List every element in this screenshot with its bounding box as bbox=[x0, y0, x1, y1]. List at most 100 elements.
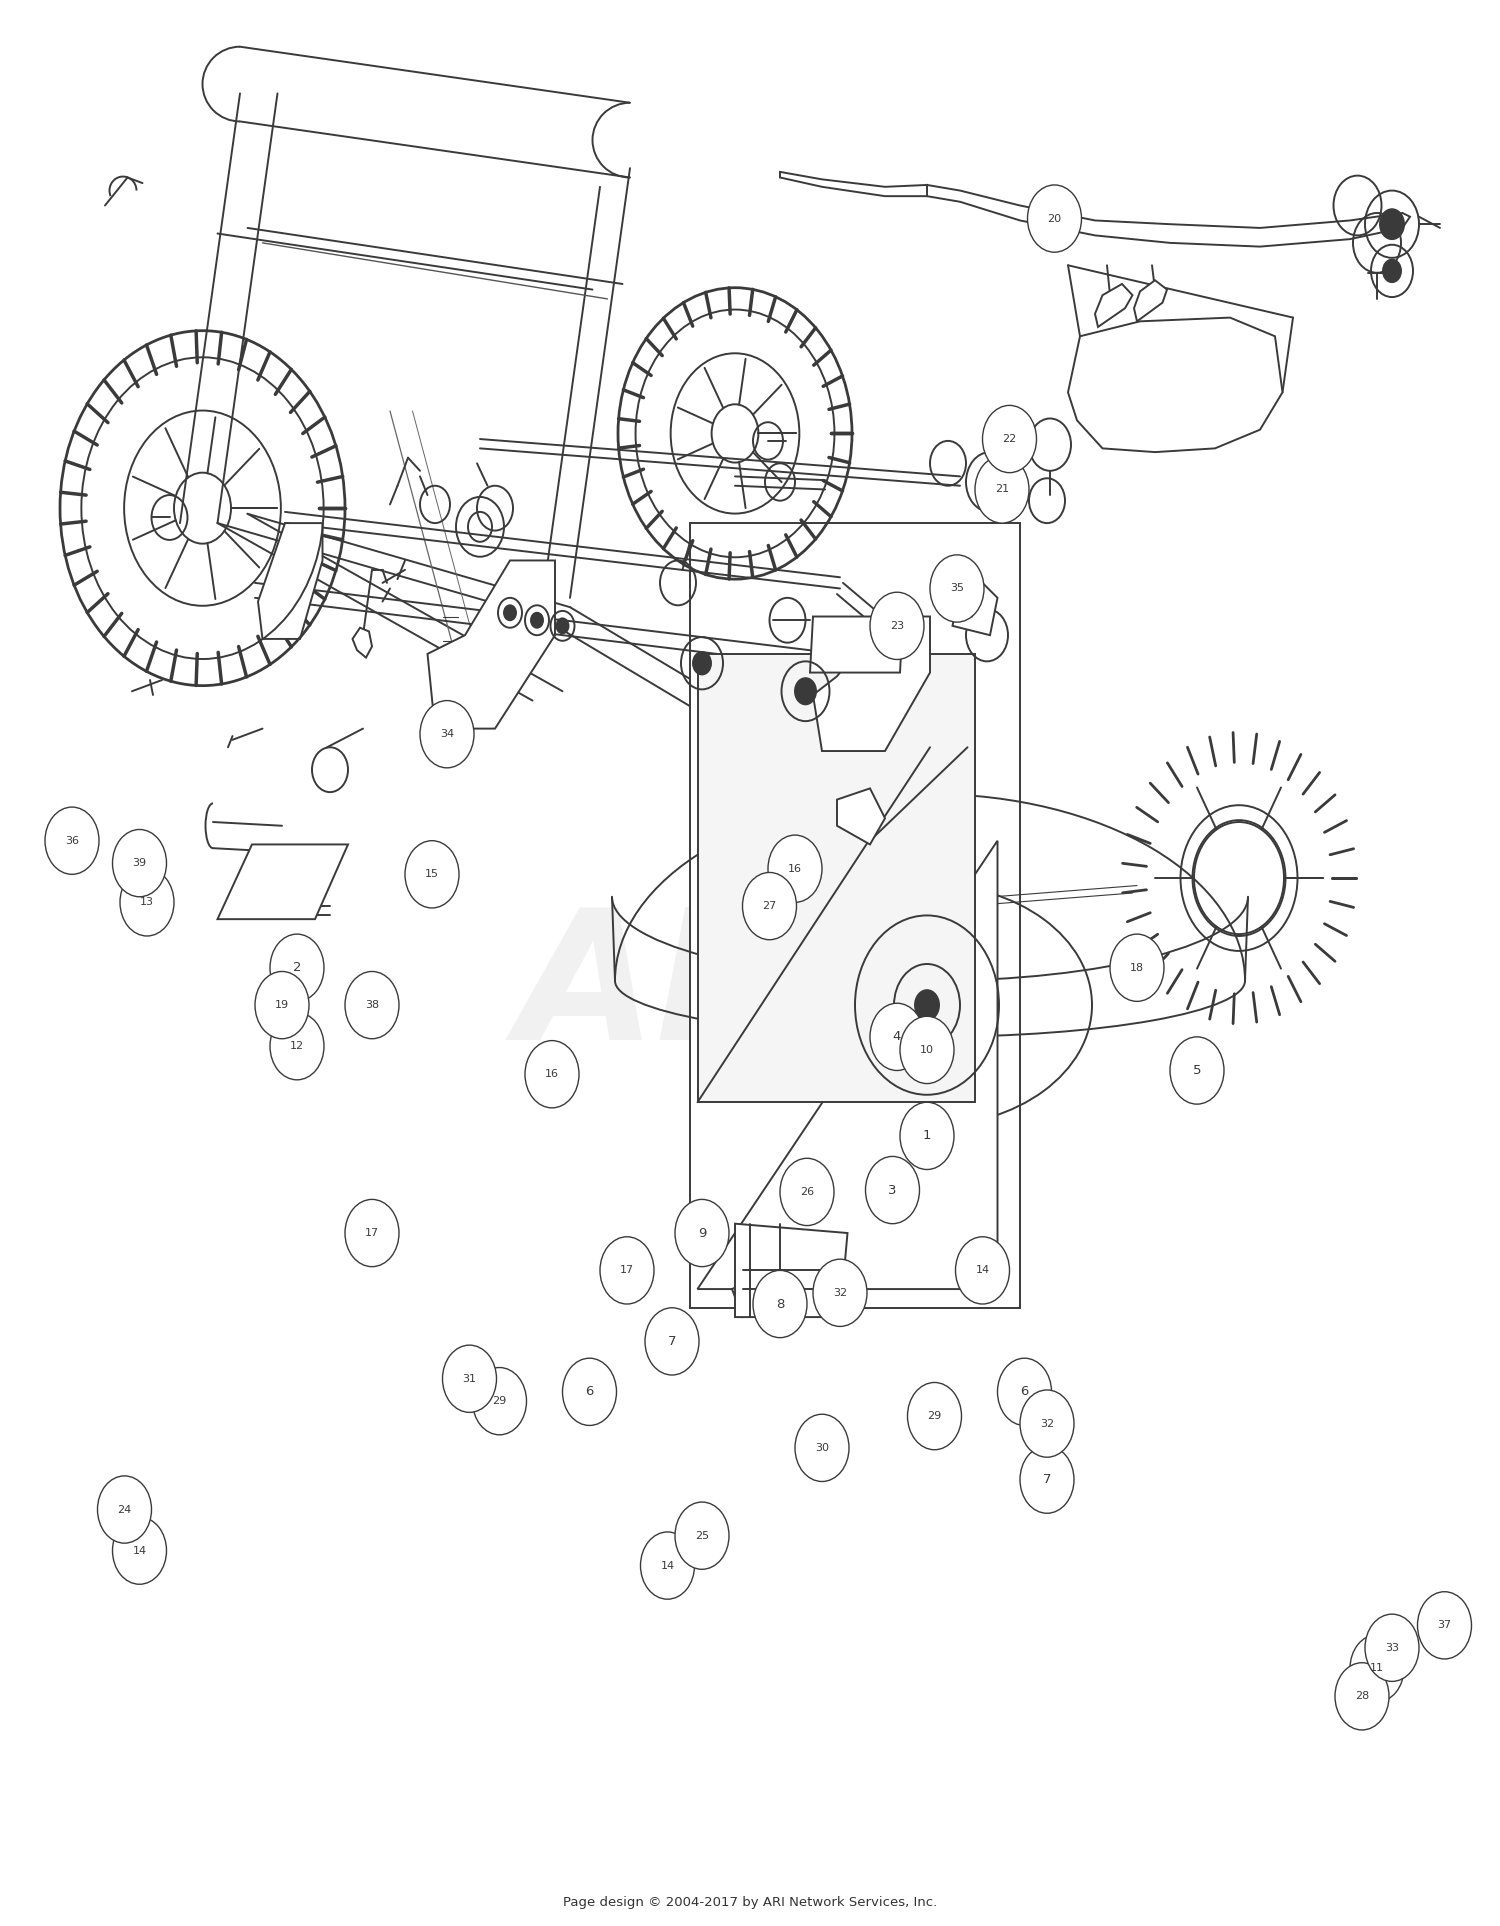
Circle shape bbox=[112, 1518, 166, 1585]
Polygon shape bbox=[1134, 279, 1167, 322]
Text: 23: 23 bbox=[890, 620, 904, 632]
Polygon shape bbox=[735, 1223, 847, 1317]
Text: 4: 4 bbox=[892, 1030, 902, 1044]
Circle shape bbox=[45, 807, 99, 874]
Text: 36: 36 bbox=[64, 836, 80, 846]
Circle shape bbox=[562, 1358, 616, 1425]
Text: 21: 21 bbox=[994, 485, 1010, 495]
Text: 22: 22 bbox=[1002, 433, 1017, 445]
Circle shape bbox=[1350, 1635, 1404, 1703]
Text: 9: 9 bbox=[698, 1227, 706, 1240]
Text: 26: 26 bbox=[800, 1186, 814, 1196]
Circle shape bbox=[504, 605, 516, 620]
Circle shape bbox=[112, 830, 166, 898]
Text: 31: 31 bbox=[462, 1373, 477, 1383]
Polygon shape bbox=[258, 524, 322, 639]
Circle shape bbox=[1365, 1614, 1419, 1681]
Circle shape bbox=[780, 1158, 834, 1225]
Text: 29: 29 bbox=[492, 1396, 507, 1406]
Text: 11: 11 bbox=[1370, 1664, 1384, 1674]
Circle shape bbox=[870, 1003, 924, 1071]
Circle shape bbox=[865, 1156, 919, 1223]
Circle shape bbox=[345, 971, 399, 1038]
Text: 34: 34 bbox=[440, 730, 454, 740]
Text: 29: 29 bbox=[927, 1412, 942, 1421]
Circle shape bbox=[908, 1383, 962, 1450]
Polygon shape bbox=[732, 1262, 802, 1317]
Circle shape bbox=[975, 456, 1029, 524]
Circle shape bbox=[255, 971, 309, 1038]
Text: 32: 32 bbox=[833, 1288, 848, 1298]
Circle shape bbox=[675, 1200, 729, 1267]
Text: 37: 37 bbox=[1437, 1620, 1452, 1629]
Text: 2: 2 bbox=[292, 961, 302, 975]
Polygon shape bbox=[952, 584, 998, 636]
Circle shape bbox=[900, 1102, 954, 1169]
Polygon shape bbox=[927, 185, 1410, 247]
Circle shape bbox=[795, 678, 816, 705]
Polygon shape bbox=[813, 616, 930, 751]
Polygon shape bbox=[837, 788, 885, 844]
Circle shape bbox=[420, 701, 474, 768]
Circle shape bbox=[640, 1531, 694, 1599]
Text: 5: 5 bbox=[1192, 1063, 1202, 1077]
Text: 6: 6 bbox=[585, 1385, 594, 1398]
Circle shape bbox=[742, 872, 796, 940]
Circle shape bbox=[753, 1271, 807, 1339]
Circle shape bbox=[915, 990, 939, 1021]
Polygon shape bbox=[780, 171, 927, 196]
Text: 17: 17 bbox=[620, 1265, 634, 1275]
Circle shape bbox=[982, 404, 1036, 472]
Polygon shape bbox=[352, 628, 372, 657]
Polygon shape bbox=[698, 840, 998, 1288]
Circle shape bbox=[768, 836, 822, 903]
Circle shape bbox=[270, 934, 324, 1002]
Circle shape bbox=[1110, 934, 1164, 1002]
Text: 14: 14 bbox=[975, 1265, 990, 1275]
Text: 39: 39 bbox=[132, 859, 147, 869]
Text: 16: 16 bbox=[788, 863, 802, 874]
Circle shape bbox=[525, 1040, 579, 1107]
Circle shape bbox=[1020, 1446, 1074, 1514]
Circle shape bbox=[345, 1200, 399, 1267]
Circle shape bbox=[795, 1414, 849, 1481]
Text: 15: 15 bbox=[424, 869, 439, 880]
Circle shape bbox=[956, 1236, 1010, 1304]
Circle shape bbox=[1383, 260, 1401, 281]
Circle shape bbox=[1335, 1662, 1389, 1730]
Circle shape bbox=[645, 1308, 699, 1375]
Circle shape bbox=[693, 653, 711, 674]
Circle shape bbox=[870, 591, 924, 659]
Text: 6: 6 bbox=[1020, 1385, 1029, 1398]
Text: 14: 14 bbox=[660, 1560, 675, 1570]
Text: 33: 33 bbox=[1384, 1643, 1400, 1653]
Circle shape bbox=[531, 612, 543, 628]
Polygon shape bbox=[1095, 283, 1132, 327]
Text: 28: 28 bbox=[1354, 1691, 1370, 1701]
Circle shape bbox=[472, 1367, 526, 1435]
Circle shape bbox=[900, 1017, 954, 1084]
Circle shape bbox=[1380, 210, 1404, 239]
Circle shape bbox=[600, 1236, 654, 1304]
Text: 19: 19 bbox=[274, 1000, 290, 1009]
Circle shape bbox=[270, 1013, 324, 1080]
Polygon shape bbox=[217, 844, 348, 919]
Text: 8: 8 bbox=[776, 1298, 784, 1310]
Circle shape bbox=[675, 1502, 729, 1570]
Text: 24: 24 bbox=[117, 1504, 132, 1514]
Circle shape bbox=[442, 1344, 497, 1412]
Text: Page design © 2004-2017 by ARI Network Services, Inc.: Page design © 2004-2017 by ARI Network S… bbox=[562, 1897, 938, 1909]
Text: 20: 20 bbox=[1047, 214, 1062, 223]
Polygon shape bbox=[427, 560, 555, 728]
Text: 25: 25 bbox=[694, 1531, 709, 1541]
Text: 12: 12 bbox=[290, 1042, 304, 1052]
Circle shape bbox=[930, 555, 984, 622]
Text: 1: 1 bbox=[922, 1129, 932, 1142]
Text: 38: 38 bbox=[364, 1000, 380, 1009]
Text: 32: 32 bbox=[1040, 1419, 1054, 1429]
Text: 7: 7 bbox=[668, 1335, 676, 1348]
Circle shape bbox=[1020, 1391, 1074, 1458]
Text: 10: 10 bbox=[920, 1046, 934, 1055]
Text: 30: 30 bbox=[815, 1443, 830, 1452]
Text: 16: 16 bbox=[544, 1069, 560, 1079]
